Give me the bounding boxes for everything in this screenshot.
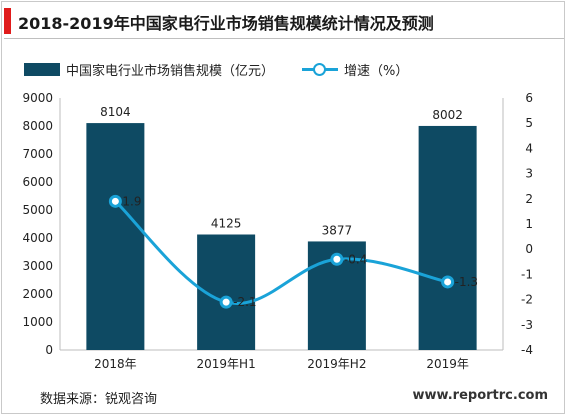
y-right-tick-label: 6 [525,91,533,105]
y-left-tick-label: 7000 [22,147,53,161]
source-url: www.reportrc.com [412,388,548,403]
x-tick-label: 2019年H2 [307,357,366,371]
bar [86,123,145,350]
y-right-tick-label: 1 [525,217,533,231]
y-right-tick-label: -1 [521,267,533,281]
y-left-tick-label: 8000 [22,119,53,133]
chart-title: 2018-2019年中国家电行业市场销售规模统计情况及预测 [18,14,434,33]
y-right-tick-label: 5 [525,116,533,130]
y-left-tick-label: 5000 [22,203,53,217]
bar-value-label: 8104 [100,105,131,119]
y-right-tick-label: -3 [521,318,533,332]
title-accent-bar [4,8,11,34]
legend-bar-swatch [24,62,60,76]
growth-point [108,194,122,208]
title-divider [4,38,564,39]
growth-value-label: -2.1 [233,295,256,309]
legend-bar-label: 中国家电行业市场销售规模（亿元） [66,63,275,79]
bar-value-label: 4125 [211,217,242,231]
y-right-tick-label: -2 [521,293,533,307]
growth-point [330,252,344,266]
source-note: 数据来源：锐观咨询 [40,392,158,407]
x-tick-label: 2019年H1 [197,357,256,371]
growth-value-label: 1.9 [122,194,141,208]
bar [418,125,477,350]
x-tick-label: 2019年 [426,357,469,371]
y-left-tick-label: 1000 [22,315,53,329]
y-left-tick-label: 6000 [22,175,53,189]
legend-line-label: 增速（%） [344,63,409,79]
y-left-tick-label: 4000 [22,231,53,245]
y-right-tick-label: -4 [521,343,533,357]
y-left-tick-label: 9000 [22,91,53,105]
y-left-tick-label: 3000 [22,259,53,273]
y-left-tick-label: 2000 [22,287,53,301]
y-right-tick-label: 2 [525,192,533,206]
bar-value-label: 3877 [322,223,353,237]
y-right-tick-label: 3 [525,167,533,181]
y-right-tick-label: 0 [525,242,533,256]
legend: 中国家电行业市场销售规模（亿元） 增速（%） [24,61,409,79]
x-tick-label: 2018年 [94,357,137,371]
growth-point [219,295,233,309]
legend-line-swatch [302,61,339,77]
y-right-tick-label: 4 [525,141,533,155]
y-left-tick-label: 0 [45,343,53,357]
growth-line [114,200,448,306]
growth-value-label: -1.3 [455,275,478,289]
bar-value-label: 8002 [432,108,463,122]
growth-value-label: -0.4 [344,252,367,266]
growth-point [441,275,455,289]
